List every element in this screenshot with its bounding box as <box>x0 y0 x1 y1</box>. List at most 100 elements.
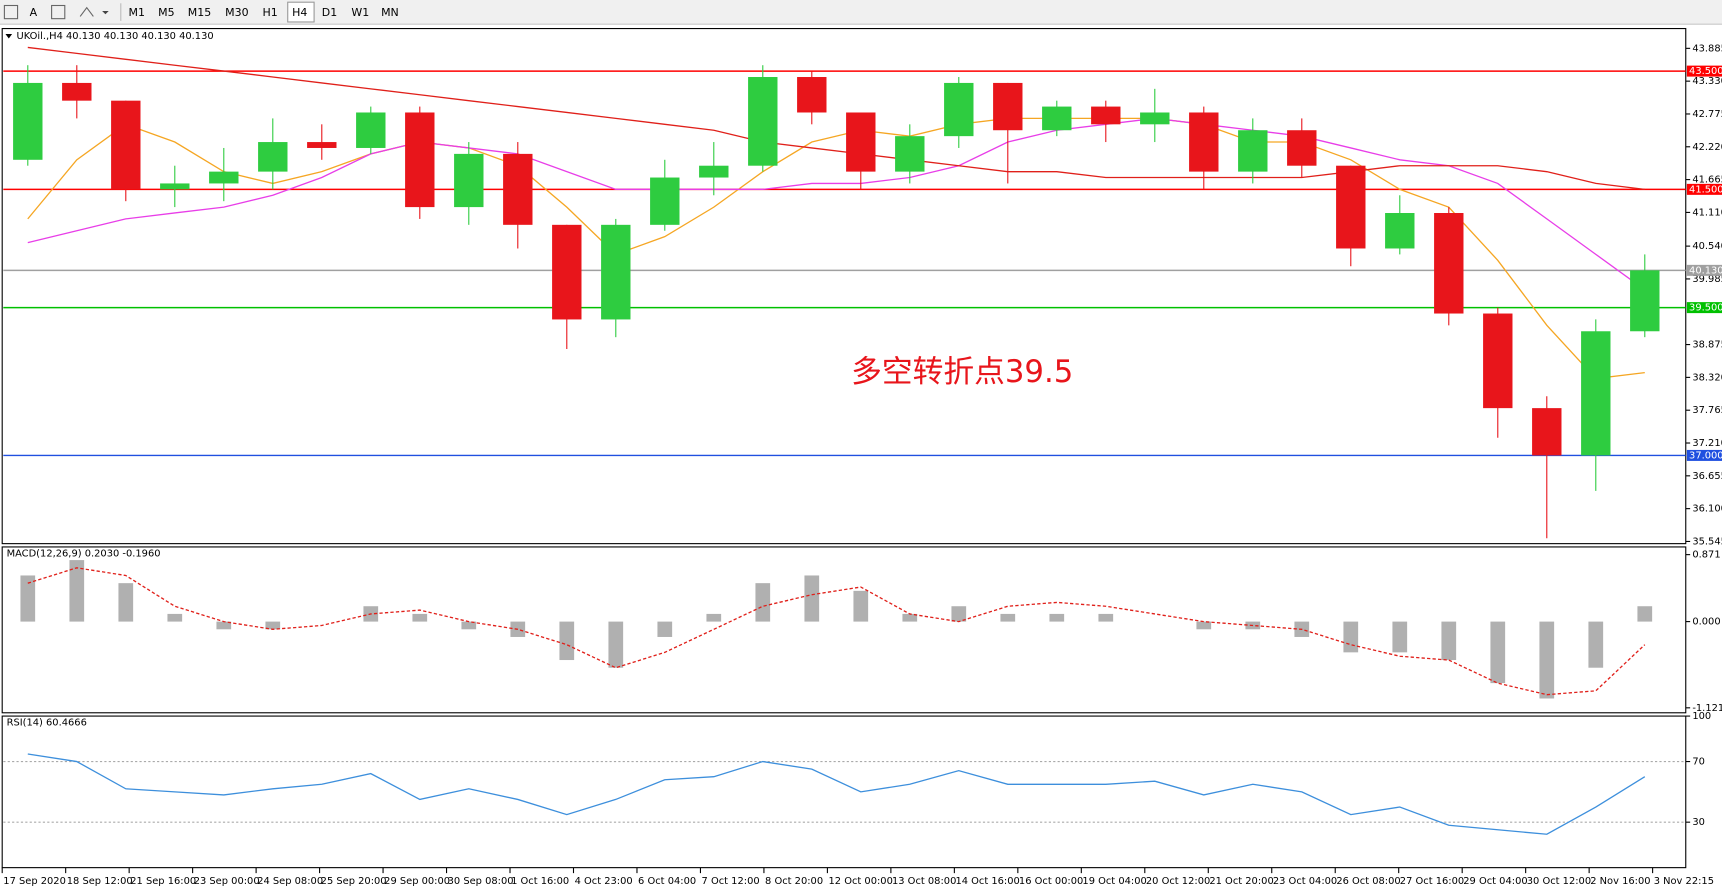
cursor-icon[interactable] <box>3 4 19 20</box>
panel-title: UKOil.,H4 40.130 40.130 40.130 40.130 <box>16 31 213 42</box>
timeframe-button[interactable]: M1 <box>128 6 144 19</box>
macd-bar <box>1098 613 1114 622</box>
candle-body <box>748 77 778 166</box>
price-level-tag <box>1686 302 1722 314</box>
price-level-label: 37.000 <box>1689 450 1722 461</box>
price-level-tag <box>1686 65 1722 77</box>
candle-body <box>307 142 337 148</box>
toolbar-buttons: A M1 M5 M15 M30 H1 H4 D1 W1 MN <box>30 1 399 23</box>
time-label: 17 Sep 2020 <box>3 876 66 887</box>
macd-bar <box>216 621 232 630</box>
panel-title: MACD(12,26,9) 0.2030 -0.1960 <box>7 549 161 560</box>
macd-bar <box>755 583 771 622</box>
dropdown-icon[interactable] <box>102 10 109 15</box>
y-tick-label: 38.320 <box>1692 372 1722 383</box>
y-tick-label: 42.220 <box>1692 142 1722 153</box>
y-tick-label: 42.775 <box>1692 109 1722 120</box>
shapes-icon[interactable] <box>79 6 94 17</box>
candle-body <box>1287 130 1317 166</box>
time-label: 14 Oct 16:00 <box>955 876 1019 887</box>
moving-average <box>27 117 1646 291</box>
macd-bar <box>804 575 820 622</box>
macd-bar <box>167 613 183 622</box>
candle-body <box>797 77 827 113</box>
main-panel <box>1 28 1687 545</box>
timeframe-button[interactable]: W1 <box>351 6 369 19</box>
time-label: 25 Sep 20:00 <box>321 876 387 887</box>
candle-body <box>405 112 435 208</box>
candle-body <box>1336 165 1366 249</box>
macd-bar <box>20 575 36 622</box>
candle-body <box>650 177 680 225</box>
y-tick-label: 40.540 <box>1692 241 1722 252</box>
candle-body <box>503 153 533 225</box>
macd-bar <box>265 621 281 630</box>
time-label: 6 Oct 04:00 <box>638 876 696 887</box>
macd-bar <box>1441 621 1457 661</box>
time-label: 4 Oct 23:00 <box>575 876 633 887</box>
timeframe-button[interactable]: D1 <box>322 6 337 19</box>
price-level-label: 41.500 <box>1689 184 1722 195</box>
time-label: 29 Sep 00:00 <box>384 876 450 887</box>
y-tick-label: 38.875 <box>1692 340 1722 351</box>
time-label: 13 Oct 08:00 <box>892 876 956 887</box>
time-label: 19 Oct 04:00 <box>1082 876 1146 887</box>
symbol-dropdown[interactable] <box>5 34 13 39</box>
price-level-tag <box>1686 264 1722 276</box>
timeframe-button[interactable]: H4 <box>292 6 307 19</box>
timeframe-button[interactable]: MN <box>381 6 399 19</box>
y-tick-label: 41.110 <box>1692 207 1722 218</box>
panel-title: RSI(14) 60.4666 <box>7 718 87 729</box>
candle-body <box>846 112 876 172</box>
price-level-tag <box>1686 449 1722 461</box>
rsi-line <box>27 753 1646 835</box>
toolbar <box>0 0 1722 25</box>
candle-body <box>993 82 1023 131</box>
y-tick-label: 37.765 <box>1692 405 1722 416</box>
y-tick-label: 30 <box>1692 817 1705 828</box>
price-level-tag <box>1686 183 1722 195</box>
text-icon[interactable] <box>51 4 66 20</box>
candle-body <box>454 153 484 208</box>
macd-bar <box>1588 621 1604 668</box>
annotation: 多空转折点39.5 <box>851 354 1073 390</box>
candle-body <box>552 224 582 320</box>
moving-average <box>27 117 1645 380</box>
timeframe-button[interactable]: M5 <box>158 6 174 19</box>
timeframe-button[interactable]: H1 <box>262 6 277 19</box>
macd-bar <box>1539 621 1555 699</box>
time-label: 18 Sep 12:00 <box>67 876 133 887</box>
timeframe-button[interactable]: M30 <box>225 6 248 19</box>
time-label: 16 Oct 00:00 <box>1019 876 1083 887</box>
candle-body <box>1483 313 1513 409</box>
timeframe-button[interactable]: M15 <box>188 6 211 19</box>
macd-bar <box>608 621 624 668</box>
time-label: 7 Oct 12:00 <box>702 876 760 887</box>
candle-body <box>209 171 239 184</box>
time-label: 1 Oct 16:00 <box>511 876 569 887</box>
candle-body <box>258 142 288 172</box>
candle-body <box>944 82 974 137</box>
y-tick-label: 36.100 <box>1692 504 1722 515</box>
time-label: 27 Oct 16:00 <box>1400 876 1464 887</box>
price-level-label: 43.500 <box>1689 66 1722 77</box>
candle-body <box>160 183 190 190</box>
time-label: 8 Oct 20:00 <box>765 876 823 887</box>
active-timeframe <box>287 1 315 23</box>
time-label: 24 Sep 08:00 <box>257 876 323 887</box>
candle-body <box>1042 106 1072 131</box>
time-label: 2 Nov 16:00 <box>1590 876 1650 887</box>
macd-bar <box>118 583 134 622</box>
time-label: 26 Oct 08:00 <box>1336 876 1400 887</box>
macd-bar <box>461 621 477 630</box>
font-button[interactable]: A <box>30 6 38 19</box>
rsi-panel <box>1 715 1687 869</box>
macd-bar <box>1392 621 1408 653</box>
candle-body <box>111 100 141 190</box>
candle-body <box>1238 130 1268 172</box>
macd-bar <box>706 613 722 622</box>
macd-bar <box>559 621 575 661</box>
macd-bar <box>1000 613 1016 622</box>
candle-body <box>1434 213 1464 314</box>
